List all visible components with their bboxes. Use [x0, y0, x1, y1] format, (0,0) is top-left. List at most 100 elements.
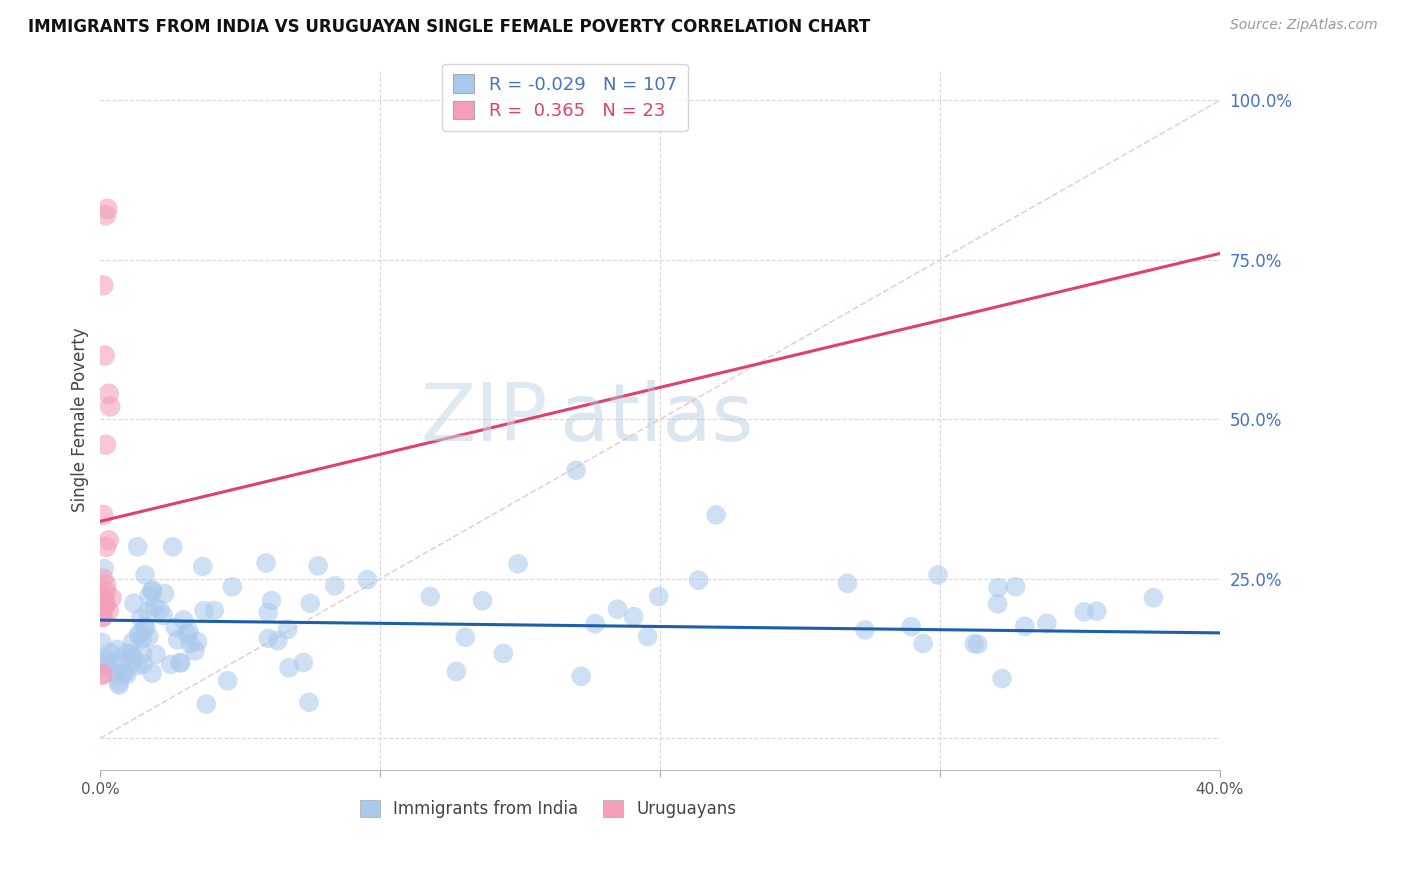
Point [91, 508, 114, 522]
Point [927, 568, 949, 582]
Point [127, 658, 149, 673]
Point [298, 695, 321, 709]
Point [131, 646, 153, 660]
Point [991, 672, 1014, 686]
Point [94, 540, 117, 554]
Point [94, 208, 117, 222]
Point [94, 655, 117, 669]
Text: Source: ZipAtlas.com: Source: ZipAtlas.com [1230, 18, 1378, 32]
Point [105, 667, 128, 681]
Point [186, 634, 208, 648]
Point [704, 508, 727, 522]
Point [90, 635, 112, 649]
Point [115, 667, 138, 681]
Point [93, 349, 115, 363]
Point [91, 591, 114, 605]
Point [94, 584, 117, 599]
Point [647, 590, 669, 604]
Point [195, 697, 218, 711]
Point [96, 658, 118, 673]
Point [94, 578, 117, 592]
Point [963, 636, 986, 650]
Point [107, 675, 129, 690]
Point [132, 657, 155, 672]
Point [138, 629, 160, 643]
Point [471, 593, 494, 607]
Point [97, 603, 120, 617]
Point [173, 613, 195, 627]
Point [159, 657, 181, 672]
Point [145, 648, 167, 662]
Point [506, 557, 529, 571]
Point [121, 656, 143, 670]
Point [136, 605, 159, 619]
Point [122, 596, 145, 610]
Point [98, 400, 121, 414]
Point [97, 533, 120, 548]
Point [260, 593, 283, 607]
Point [94, 651, 117, 665]
Point [179, 637, 201, 651]
Point [91, 661, 114, 675]
Point [202, 603, 225, 617]
Point [135, 621, 157, 635]
Point [166, 632, 188, 647]
Point [108, 678, 131, 692]
Point [454, 630, 477, 644]
Point [169, 656, 191, 670]
Point [1036, 616, 1059, 631]
Y-axis label: Single Female Poverty: Single Female Poverty [72, 327, 89, 512]
Point [91, 667, 114, 681]
Point [606, 602, 628, 616]
Point [257, 606, 280, 620]
Point [1073, 605, 1095, 619]
Point [221, 580, 243, 594]
Point [121, 634, 143, 648]
Point [91, 610, 114, 624]
Point [299, 596, 322, 610]
Point [141, 666, 163, 681]
Point [583, 616, 606, 631]
Point [179, 624, 201, 639]
Point [565, 463, 588, 477]
Point [93, 597, 115, 611]
Point [152, 608, 174, 623]
Point [688, 573, 710, 587]
Point [97, 386, 120, 401]
Point [149, 603, 172, 617]
Point [112, 666, 135, 681]
Point [91, 278, 114, 293]
Point [1014, 619, 1036, 633]
Point [176, 626, 198, 640]
Point [623, 609, 645, 624]
Point [1085, 604, 1108, 618]
Point [153, 586, 176, 600]
Point [837, 576, 859, 591]
Point [257, 632, 280, 646]
Point [193, 604, 215, 618]
Point [103, 657, 125, 672]
Point [111, 652, 134, 666]
Point [141, 582, 163, 597]
Point [115, 647, 138, 661]
Point [277, 623, 299, 637]
Point [134, 619, 156, 633]
Point [100, 591, 122, 605]
Legend: Immigrants from India, Uruguayans: Immigrants from India, Uruguayans [353, 793, 744, 825]
Point [111, 665, 134, 680]
Point [184, 644, 207, 658]
Point [138, 589, 160, 603]
Point [987, 581, 1010, 595]
Point [131, 632, 153, 646]
Point [1142, 591, 1164, 605]
Point [134, 568, 156, 582]
Point [987, 597, 1010, 611]
Point [419, 590, 441, 604]
Point [128, 627, 150, 641]
Point [254, 556, 277, 570]
Point [98, 646, 121, 660]
Point [191, 559, 214, 574]
Text: IMMIGRANTS FROM INDIA VS URUGUAYAN SINGLE FEMALE POVERTY CORRELATION CHART: IMMIGRANTS FROM INDIA VS URUGUAYAN SINGL… [28, 18, 870, 36]
Point [853, 623, 876, 637]
Point [637, 630, 659, 644]
